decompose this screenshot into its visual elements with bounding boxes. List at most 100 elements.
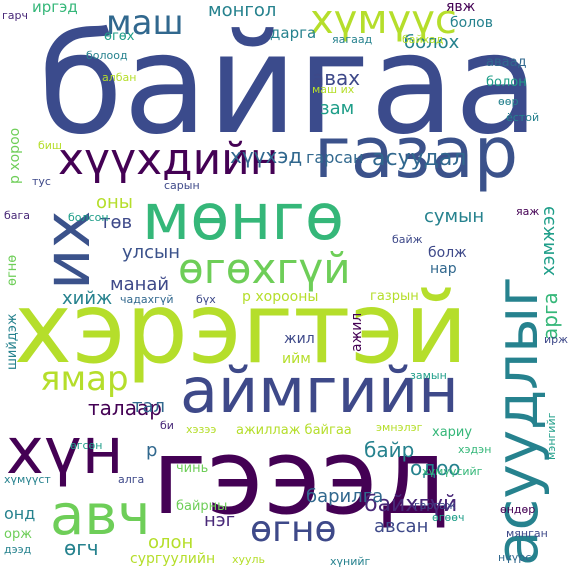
word-ogooch: өгөөч xyxy=(432,511,465,524)
word-yavj: явж xyxy=(446,0,476,15)
word-gazryn: газрын xyxy=(370,289,419,304)
word-tus: тус xyxy=(32,175,51,188)
word-iim: ийм xyxy=(282,351,311,367)
word-avsan: авсан xyxy=(374,516,429,537)
word-yostoi: ёстой xyxy=(506,111,540,124)
word-ulsyn: улсын xyxy=(122,242,181,263)
word-baigaa: байгаа xyxy=(38,4,539,165)
word-humuusiig: хүмүүсийг xyxy=(422,465,483,478)
word-humuus: хүмүүс xyxy=(310,0,457,43)
word-garch: гарч xyxy=(2,9,29,22)
word-r: р xyxy=(146,440,158,461)
word-alban: албан xyxy=(102,71,137,84)
word-gargaj: гаргаж xyxy=(414,499,456,512)
word-huuhed: хүүхэд xyxy=(230,144,303,168)
word-manai: манай xyxy=(110,274,170,295)
word-baihad: байхад xyxy=(402,33,444,46)
word-humuust: хүмүүст xyxy=(4,473,51,486)
word-irged: иргэд xyxy=(32,0,78,16)
word-neg: нэг xyxy=(204,510,236,531)
word-geed: гэээд xyxy=(152,416,450,538)
word-r-horoony: р хорооны xyxy=(242,289,319,305)
word-deed: дээд xyxy=(4,543,32,556)
word-huniig: хүнийг xyxy=(330,555,371,568)
word-bolj: болж xyxy=(428,245,467,261)
word-emneleg: эмнэлэг xyxy=(376,421,423,434)
word-heregtei: хэрэгтэй xyxy=(14,272,468,386)
word-ogohgui: өгөхгүй xyxy=(178,244,351,293)
word-nuurs: нүүрс xyxy=(498,551,532,564)
word-bi: би xyxy=(160,419,174,432)
word-buh: бүх xyxy=(196,293,216,306)
word-baij: байж xyxy=(392,233,423,246)
word-chadahgui: чадахгүй xyxy=(120,293,174,306)
word-huuhdiin: хүүхдийн xyxy=(58,134,279,185)
word-hun: хүн xyxy=(6,415,124,489)
word-yamar: ямар xyxy=(40,359,129,399)
word-oor: өөр xyxy=(498,95,519,108)
word-surguuliin: сургуулийн xyxy=(130,551,216,567)
word-jil: жил xyxy=(284,331,315,347)
word-ony: оны xyxy=(96,192,133,213)
word-mengiig: мэнгийг xyxy=(545,412,558,460)
word-saryn: сарын xyxy=(164,179,200,192)
word-myangan: мянган xyxy=(506,527,548,540)
word-bish: биш xyxy=(38,139,62,152)
word-aimgiin: аймгийн xyxy=(180,354,459,427)
word-ogson: өгсөн xyxy=(70,439,103,452)
word-r-horoo: р хороо xyxy=(7,127,23,184)
word-talaar: талаар xyxy=(88,396,162,420)
word-baga: бага xyxy=(4,209,31,222)
word-olon: олон xyxy=(148,532,194,553)
word-ogoh: өгөх xyxy=(104,29,135,44)
word-zam: зам xyxy=(320,98,355,119)
word-tov: төв xyxy=(100,212,133,233)
word-asuudal: асуудал xyxy=(372,146,467,171)
word-hemjee: хэмжээ xyxy=(538,205,559,276)
word-heden: хэдэн xyxy=(458,443,492,456)
word-ogch: өгч xyxy=(64,536,99,560)
word-baihgui: байхгүй xyxy=(364,492,458,517)
word-ajillaj-baigaa: ажиллаж байгаа xyxy=(236,423,352,438)
word-boloh: болох xyxy=(404,32,460,53)
word-avch: авч xyxy=(50,483,151,548)
word-chin: чинь xyxy=(176,461,209,476)
word-shiidej: шийдэж xyxy=(5,313,20,370)
word-avaad: аваад xyxy=(486,55,527,70)
word-darga: дарга xyxy=(270,24,317,42)
word-barilga: барилга xyxy=(306,486,384,507)
word-zamyn: замын xyxy=(410,369,447,382)
word-orj: орж xyxy=(4,527,32,542)
word-mash: маш xyxy=(106,3,184,43)
word-nar: нар xyxy=(430,261,457,277)
word-avah: авах xyxy=(312,66,361,90)
word-hariu: хариу xyxy=(432,425,473,440)
word-sumyn: сумын xyxy=(424,206,485,227)
word-bolood: болоод xyxy=(86,49,128,62)
word-garsan: гарсан xyxy=(306,148,364,167)
word-ondor: өндөр xyxy=(500,503,536,516)
word-tal: тал xyxy=(132,396,166,417)
word-alga: алга xyxy=(118,473,145,486)
word-bolovch: болов xyxy=(450,15,493,31)
word-hezee: хэзээ xyxy=(186,423,217,436)
word-mongo: мөнгө xyxy=(142,181,345,255)
word-mongol: монгол xyxy=(208,0,277,21)
word-gazar: газар xyxy=(314,112,519,194)
word-ond: онд xyxy=(4,504,36,523)
word-hiij: хийж xyxy=(62,288,113,309)
word-irj: ирж xyxy=(544,333,569,346)
word-odoo: одоо xyxy=(410,456,461,480)
word-ogno-small: өгнө xyxy=(5,254,20,286)
word-bairny: байрны xyxy=(176,499,228,514)
word-mash-ikh: маш их xyxy=(312,83,355,96)
word-ajil: ажил xyxy=(349,312,365,352)
word-bolson: болсон xyxy=(68,211,109,224)
word-huul: хууль xyxy=(232,553,266,566)
word-bolon: болон xyxy=(486,75,527,90)
word-bair: байр xyxy=(364,438,415,462)
word-yagaad: яагаад xyxy=(332,33,373,46)
word-ogno: өгнө xyxy=(250,509,337,550)
word-yaaj: яаж xyxy=(516,205,540,218)
